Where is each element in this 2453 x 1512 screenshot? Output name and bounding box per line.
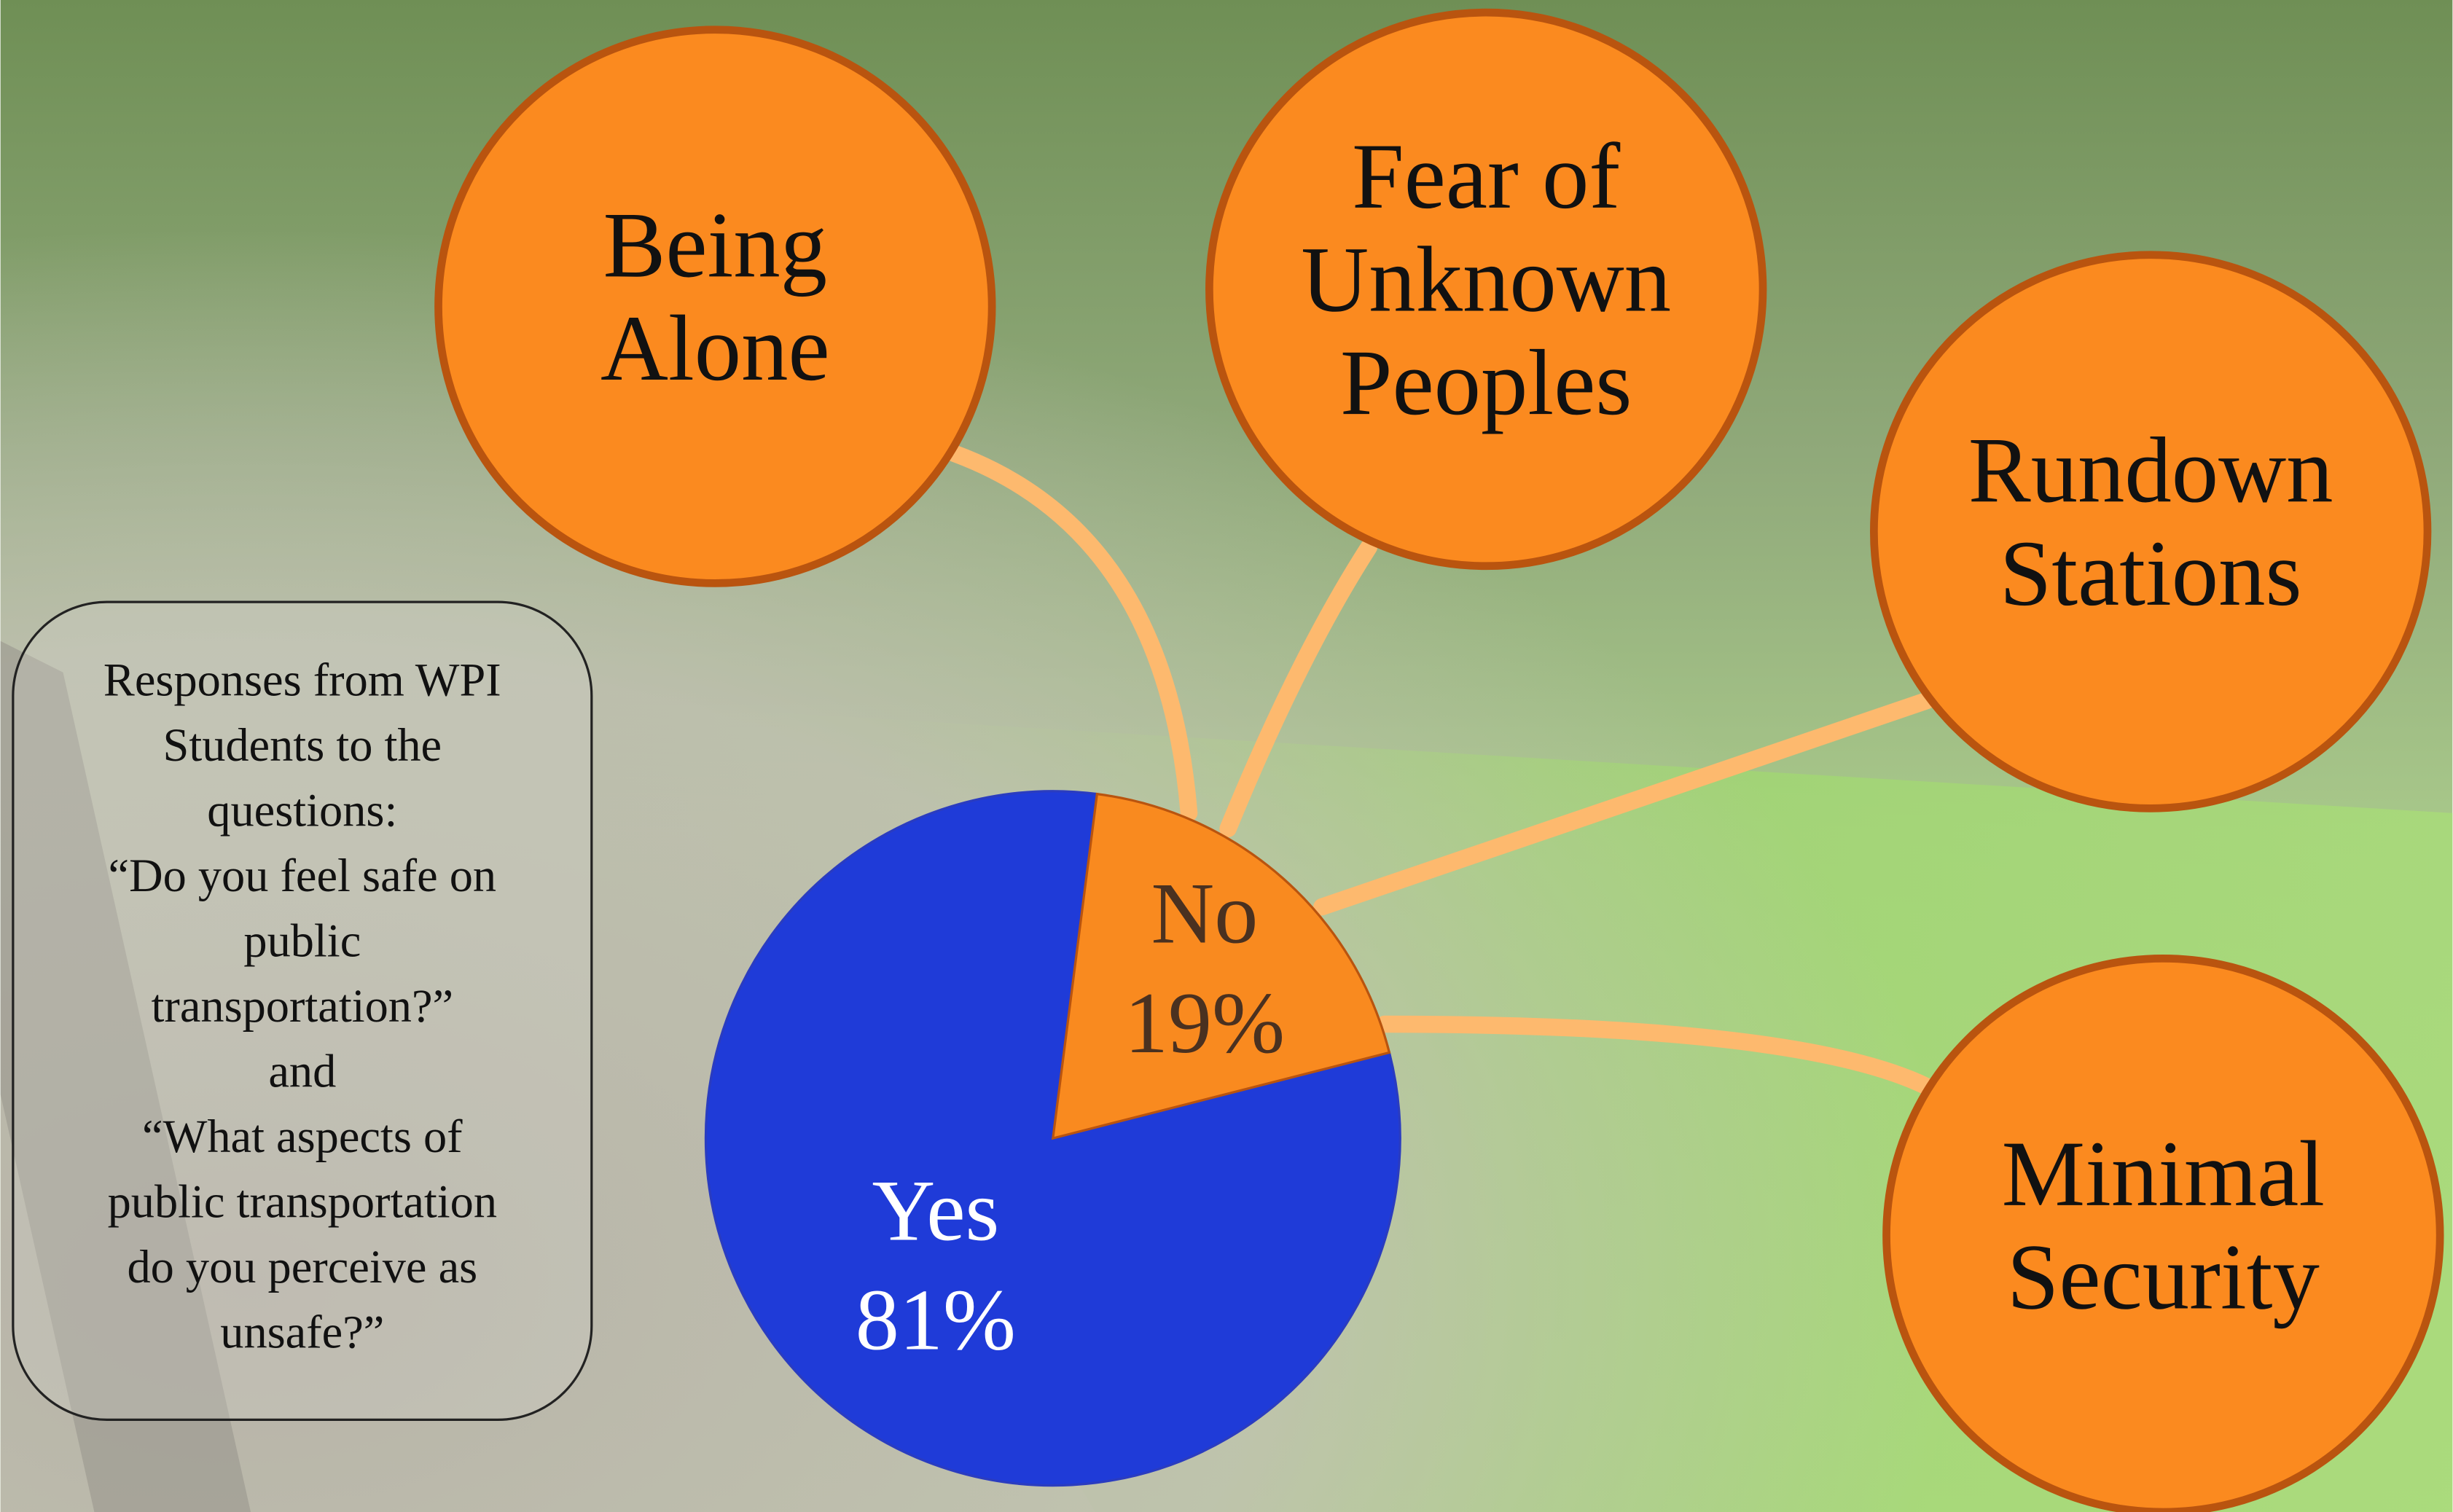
- callout-text: Peoples: [1340, 330, 1632, 434]
- note-line: Students to the: [163, 719, 442, 771]
- callout-text: Unknown: [1301, 227, 1671, 332]
- slice-label: Yes: [872, 1162, 999, 1258]
- note-line: transportation?”: [152, 980, 454, 1032]
- slice-value: 81%: [856, 1272, 1016, 1368]
- callout-text: Fear of: [1352, 124, 1620, 228]
- callout-text: Alone: [600, 296, 830, 400]
- callout-text: Security: [2007, 1225, 2320, 1329]
- note-line: Responses from WPI: [103, 654, 501, 706]
- note-line: “Do you feel safe on: [109, 850, 497, 901]
- callout-text: Being: [603, 192, 828, 297]
- note-line: and: [268, 1046, 336, 1097]
- note-line: questions:: [207, 785, 397, 837]
- slice-label: No: [1151, 865, 1259, 962]
- page: {"chart_data": {"type": "pie", "categori…: [0, 0, 2453, 1512]
- note-line: public transportation: [108, 1175, 497, 1227]
- callout-text: Minimal: [2002, 1121, 2325, 1226]
- note-line: “What aspects of: [142, 1111, 463, 1162]
- note-line: public: [243, 915, 361, 967]
- note-line: do you perceive as: [127, 1241, 477, 1293]
- note-line: unsafe?”: [220, 1306, 384, 1358]
- slice-value: 19%: [1124, 974, 1285, 1071]
- callout-text: Rundown: [1968, 418, 2333, 522]
- infographic: BeingAloneFear ofUnknownPeoplesRundownSt…: [0, 0, 2453, 1512]
- callout-text: Stations: [2000, 521, 2302, 625]
